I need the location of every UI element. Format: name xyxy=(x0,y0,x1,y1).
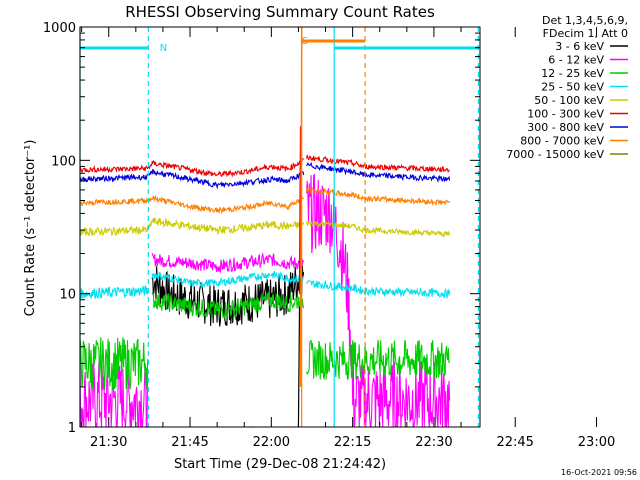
series-300-800-kev-b xyxy=(306,161,451,184)
legend-label-2: 12 - 25 keV xyxy=(541,67,604,80)
y-axis-label: Count Rate (s⁻¹ detector⁻¹) xyxy=(23,140,38,317)
series-800-7000-kev-b xyxy=(306,186,451,207)
legend-label-3: 25 - 50 keV xyxy=(541,81,604,94)
x-tick-label-5: 22:45 xyxy=(496,435,533,450)
plot-area: NS xyxy=(79,26,479,429)
series-6-12-kev-a xyxy=(79,361,149,429)
legend-label-8: 7000 - 15000 keV xyxy=(506,148,604,161)
series-100-300-kev-b xyxy=(306,154,450,173)
legend-label-1: 6 - 12 keV xyxy=(548,54,604,67)
series-25-50-kev-c xyxy=(306,279,451,300)
series-50-100-kev-a xyxy=(79,217,305,237)
timestamp: 16-Oct-2021 09:56 xyxy=(561,468,637,477)
legend-label-4: 50 - 100 keV xyxy=(534,94,604,107)
series-6-12-kev-b xyxy=(151,252,305,273)
x-tick-label-1: 21:45 xyxy=(171,435,208,450)
x-tick-label-0: 21:30 xyxy=(90,435,127,450)
x-tick-label-2: 22:00 xyxy=(253,435,290,450)
x-tick-label-6: 23:00 xyxy=(578,435,615,450)
x-axis-label: Start Time (29-Dec-08 21:24:42) xyxy=(174,457,386,472)
series-800-7000-kev-a xyxy=(79,194,305,215)
y-tick-label-1: 1 xyxy=(68,421,76,436)
axes: 1 10 100 1000 21:30 21:45 22:00 22:15 22:30 22:45… xyxy=(43,21,615,450)
plot-frame xyxy=(79,26,481,428)
legend-label-5: 100 - 300 keV xyxy=(527,108,604,121)
series-6-12-kev-c xyxy=(306,173,451,428)
y-tick-label-100: 100 xyxy=(51,154,76,169)
annotation-n: N xyxy=(160,43,167,54)
chart-title: RHESSI Observing Summary Count Rates xyxy=(125,3,435,21)
series-12-25-kev-b xyxy=(151,290,305,319)
legend-header-0: Det 1,3,4,5,6,9, xyxy=(542,14,628,27)
y-tick-label-1000: 1000 xyxy=(43,21,76,36)
series-3-6-kev-a xyxy=(151,265,305,327)
series-12-25-kev-a xyxy=(79,337,149,390)
annotation-s: S xyxy=(302,36,308,47)
series-50-100-kev-b xyxy=(306,219,451,238)
legend-header-1: FDecim 1, Att 0 xyxy=(543,27,628,40)
series-300-800-kev-a xyxy=(79,168,305,190)
flare-spike-black xyxy=(297,306,301,428)
flare-spike-red xyxy=(298,126,302,294)
series-12-25-kev-c xyxy=(306,339,451,381)
legend-label-7: 800 - 7000 keV xyxy=(520,135,604,148)
legend: Det 1,3,4,5,6,9,FDecim 1, Att 03 - 6 keV… xyxy=(506,14,628,161)
series-100-300-kev-a xyxy=(79,158,305,178)
legend-label-0: 3 - 6 keV xyxy=(555,40,604,53)
x-tick-label-3: 22:15 xyxy=(334,435,371,450)
legend-label-6: 300 - 800 keV xyxy=(527,121,604,134)
x-tick-label-4: 22:30 xyxy=(415,435,452,450)
y-tick-label-10: 10 xyxy=(59,288,76,303)
series-25-50-kev-b xyxy=(151,270,305,289)
series-25-50-kev-a xyxy=(79,285,149,300)
